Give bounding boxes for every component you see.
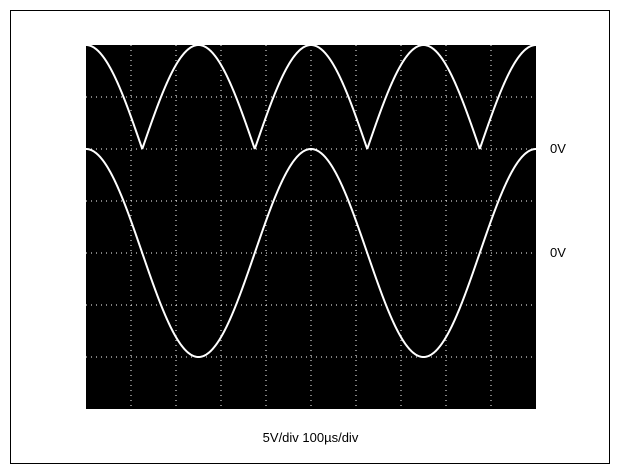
channel-1-zero-label: 0V [550,141,566,156]
channel-2-trace [85,147,537,359]
channel-1-trace [85,43,537,150]
traces [85,43,537,359]
channel-2-zero-label: 0V [550,245,566,260]
grid [86,45,536,409]
screen-background [86,45,536,409]
scope-settings-caption: 5V/div 100µs/div [262,430,359,445]
